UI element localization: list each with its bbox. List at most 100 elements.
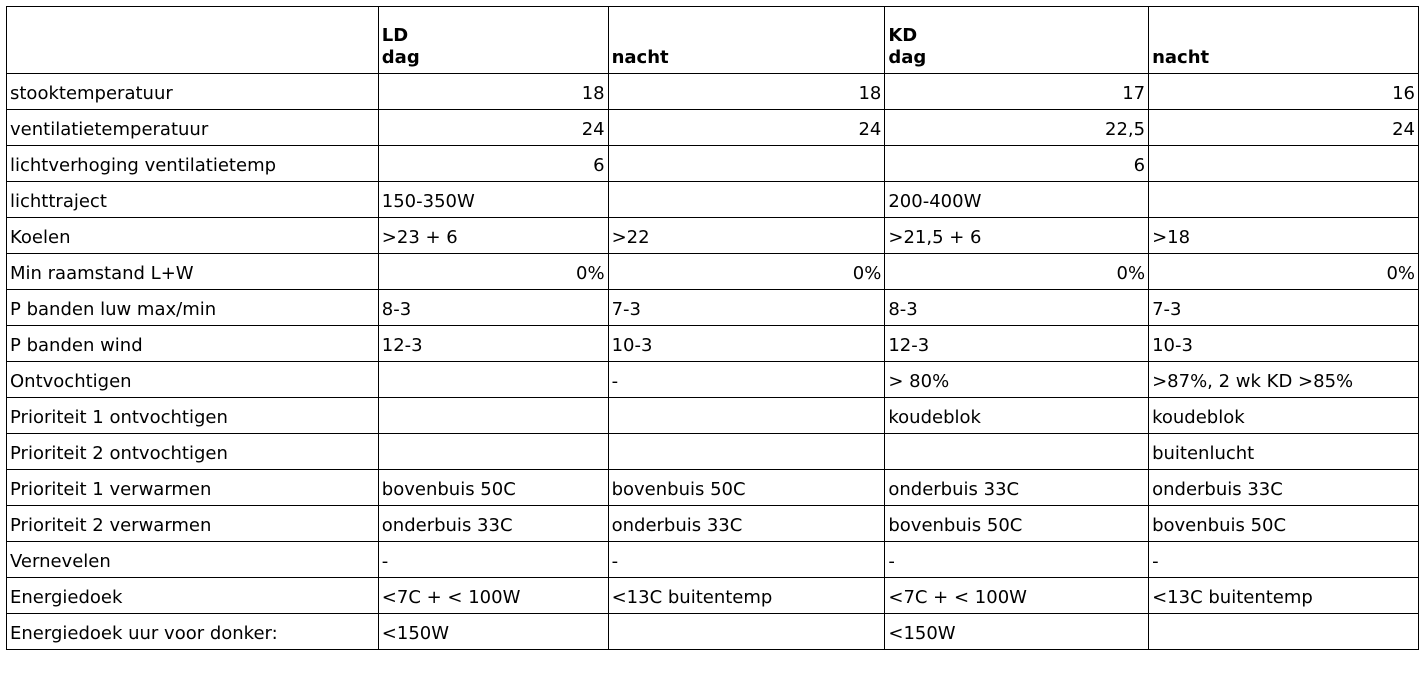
row-label-cell[interactable]: Energiedoek — [6, 577, 379, 614]
value-cell[interactable]: 6 — [884, 145, 1150, 182]
value-cell[interactable] — [607, 433, 886, 470]
row-label-cell[interactable]: lichttraject — [6, 181, 379, 218]
value-cell[interactable]: 0% — [884, 253, 1150, 290]
value-cell[interactable]: bovenbuis 50C — [884, 505, 1150, 542]
value-cell[interactable]: - — [607, 361, 886, 398]
row-label-cell[interactable]: Prioriteit 1 verwarmen — [6, 469, 379, 506]
row-label-cell[interactable]: P banden wind — [6, 325, 379, 362]
value-cell[interactable]: koudeblok — [884, 397, 1150, 434]
value-cell[interactable]: 24 — [377, 109, 609, 146]
value-cell[interactable]: <7C + < 100W — [884, 577, 1150, 614]
value-cell[interactable]: 24 — [1148, 109, 1419, 146]
value-cell[interactable]: 6 — [377, 145, 609, 182]
value-cell[interactable]: 7-3 — [607, 289, 886, 326]
value-cell[interactable]: onderbuis 33C — [1148, 469, 1419, 506]
table-row: lichtverhoging ventilatietemp 6 6 — [6, 145, 1419, 182]
value-cell[interactable]: >22 — [607, 217, 886, 254]
value-cell[interactable]: <13C buitentemp — [1148, 577, 1419, 614]
table-row: Koelen >23 + 6 >22 >21,5 + 6 >18 — [6, 217, 1419, 254]
table-row: Prioriteit 1 ontvochtigen koudeblok koudeb… — [6, 397, 1419, 434]
value-cell[interactable]: 12-3 — [377, 325, 609, 362]
value-cell[interactable]: - — [884, 541, 1150, 578]
value-cell[interactable]: bovenbuis 50C — [1148, 505, 1419, 542]
value-cell[interactable]: bovenbuis 50C — [377, 469, 609, 506]
row-label-cell[interactable]: Prioriteit 1 ontvochtigen — [6, 397, 379, 434]
value-cell[interactable]: 0% — [607, 253, 886, 290]
value-cell[interactable]: 24 — [607, 109, 886, 146]
value-cell[interactable] — [607, 397, 886, 434]
table-row: Prioriteit 1 verwarmen bovenbuis 50C boven… — [6, 469, 1419, 506]
header-row: LD dag nacht KD dag nacht — [6, 6, 1419, 74]
value-cell[interactable]: 12-3 — [884, 325, 1150, 362]
row-label-cell[interactable]: Vernevelen — [6, 541, 379, 578]
value-cell[interactable] — [377, 397, 609, 434]
value-cell[interactable]: 18 — [377, 73, 609, 110]
value-cell[interactable]: <150W — [884, 613, 1150, 650]
row-label-cell[interactable]: Prioriteit 2 ontvochtigen — [6, 433, 379, 470]
row-label-cell[interactable]: stooktemperatuur — [6, 73, 379, 110]
value-cell[interactable] — [607, 145, 886, 182]
value-cell[interactable]: koudeblok — [1148, 397, 1419, 434]
value-cell[interactable]: >87%, 2 wk KD >85% — [1148, 361, 1419, 398]
value-cell[interactable]: 150-350W — [377, 181, 609, 218]
value-cell[interactable]: 10-3 — [1148, 325, 1419, 362]
row-label-cell[interactable]: P banden luw max/min — [6, 289, 379, 326]
header-cell-ld-nacht[interactable]: nacht — [607, 6, 886, 74]
value-cell[interactable]: 0% — [1148, 253, 1419, 290]
value-cell[interactable]: 10-3 — [607, 325, 886, 362]
table-row: Prioriteit 2 verwarmen onderbuis 33C onder… — [6, 505, 1419, 542]
value-cell[interactable]: >18 — [1148, 217, 1419, 254]
row-label-cell[interactable]: Prioriteit 2 verwarmen — [6, 505, 379, 542]
value-cell[interactable] — [377, 433, 609, 470]
value-cell[interactable] — [607, 613, 886, 650]
value-cell[interactable]: 0% — [377, 253, 609, 290]
value-cell[interactable]: buitenlucht — [1148, 433, 1419, 470]
table-row: P banden luw max/min 8-3 7-3 8-3 7-3 — [6, 289, 1419, 326]
header-cell-ld-dag[interactable]: LD dag — [377, 6, 609, 74]
value-cell[interactable]: 16 — [1148, 73, 1419, 110]
value-cell[interactable]: > 80% — [884, 361, 1150, 398]
row-label-cell[interactable]: lichtverhoging ventilatietemp — [6, 145, 379, 182]
value-cell[interactable] — [884, 433, 1150, 470]
table-row: Energiedoek uur voor donker: <150W <150W — [6, 613, 1419, 650]
value-cell[interactable]: <150W — [377, 613, 609, 650]
value-cell[interactable]: >23 + 6 — [377, 217, 609, 254]
value-cell[interactable]: - — [1148, 541, 1419, 578]
value-cell[interactable] — [377, 361, 609, 398]
row-label-cell[interactable]: ventilatietemperatuur — [6, 109, 379, 146]
row-label-cell[interactable]: Min raamstand L+W — [6, 253, 379, 290]
row-label-cell[interactable]: Ontvochtigen — [6, 361, 379, 398]
value-cell[interactable]: >21,5 + 6 — [884, 217, 1150, 254]
table-row: stooktemperatuur 18 18 17 16 — [6, 73, 1419, 110]
value-cell[interactable] — [1148, 181, 1419, 218]
value-cell[interactable]: <13C buitentemp — [607, 577, 886, 614]
value-cell[interactable] — [1148, 145, 1419, 182]
value-cell[interactable] — [607, 181, 886, 218]
value-cell[interactable]: 22,5 — [884, 109, 1150, 146]
value-cell[interactable]: 8-3 — [884, 289, 1150, 326]
header-period-label: nacht — [1152, 47, 1210, 68]
value-cell[interactable]: 7-3 — [1148, 289, 1419, 326]
row-label-cell[interactable]: Energiedoek uur voor donker: — [6, 613, 379, 650]
value-cell[interactable]: bovenbuis 50C — [607, 469, 886, 506]
header-cell-corner[interactable] — [6, 6, 379, 74]
header-group-label: LD — [381, 25, 409, 46]
value-cell[interactable]: onderbuis 33C — [377, 505, 609, 542]
table-row: Min raamstand L+W 0% 0% 0% 0% — [6, 253, 1419, 290]
table-row: Energiedoek <7C + < 100W <13C buitentemp <7… — [6, 577, 1419, 614]
header-cell-kd-dag[interactable]: KD dag — [884, 6, 1150, 74]
value-cell[interactable]: - — [377, 541, 609, 578]
value-cell[interactable]: 200-400W — [884, 181, 1150, 218]
value-cell[interactable]: onderbuis 33C — [884, 469, 1150, 506]
table-row: Vernevelen - - - - — [6, 541, 1419, 578]
value-cell[interactable]: 18 — [607, 73, 886, 110]
value-cell[interactable]: <7C + < 100W — [377, 577, 609, 614]
value-cell[interactable]: 8-3 — [377, 289, 609, 326]
table-row: P banden wind 12-3 10-3 12-3 10-3 — [6, 325, 1419, 362]
value-cell[interactable]: - — [607, 541, 886, 578]
value-cell[interactable] — [1148, 613, 1419, 650]
value-cell[interactable]: onderbuis 33C — [607, 505, 886, 542]
value-cell[interactable]: 17 — [884, 73, 1150, 110]
row-label-cell[interactable]: Koelen — [6, 217, 379, 254]
header-cell-kd-nacht[interactable]: nacht — [1148, 6, 1419, 74]
